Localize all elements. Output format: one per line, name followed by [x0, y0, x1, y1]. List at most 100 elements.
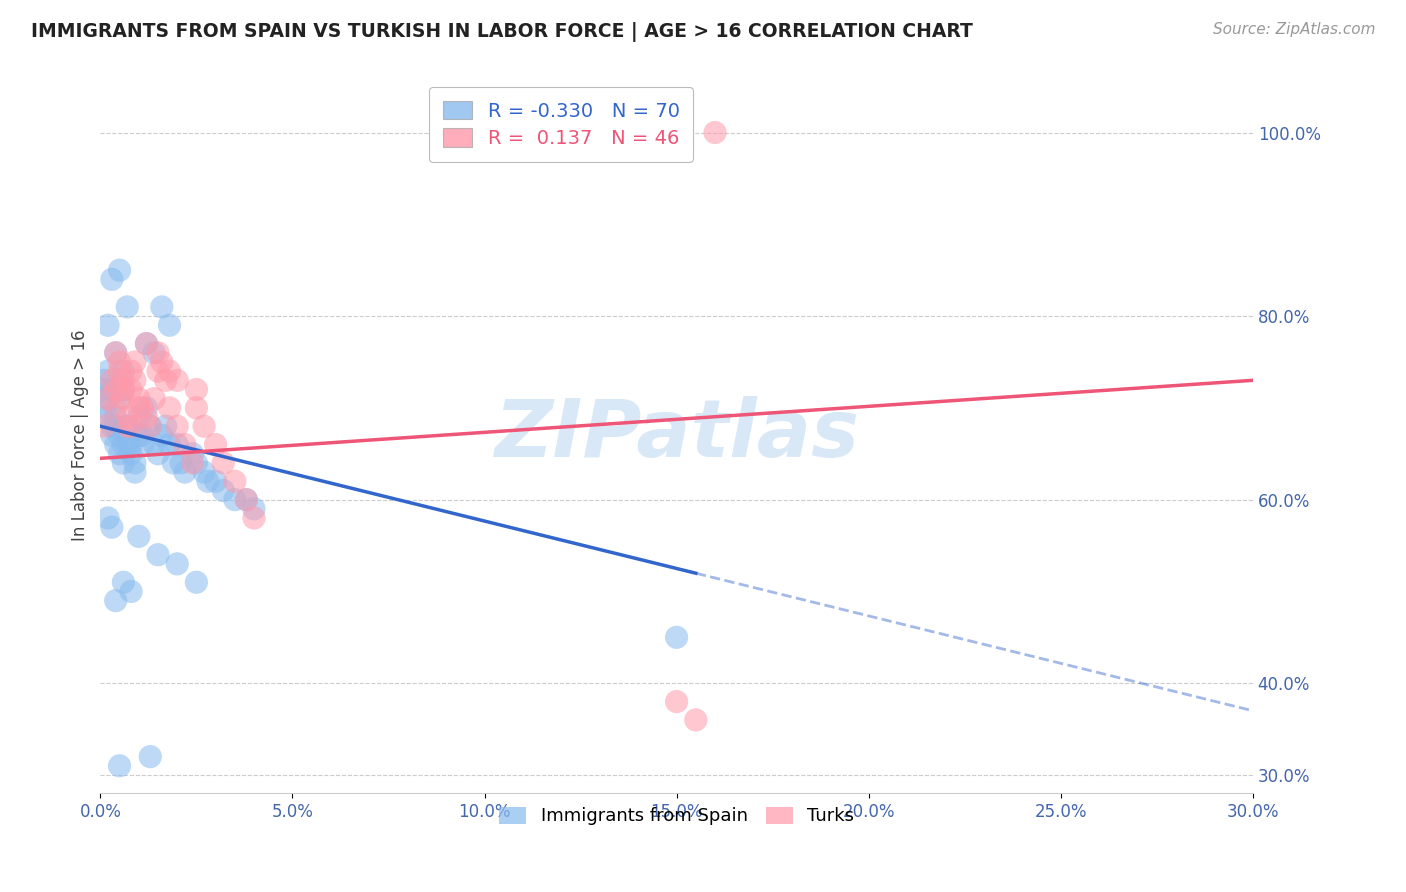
Point [170, 456, 193, 470]
Text: Source: ZipAtlas.com: Source: ZipAtlas.com [1212, 22, 1375, 37]
Point [224, 475, 246, 489]
Point [143, 437, 166, 451]
Point [124, 355, 146, 369]
Point [112, 364, 135, 378]
Point [159, 437, 181, 451]
Point [97, 364, 120, 378]
Point [166, 419, 188, 434]
Point [104, 346, 127, 360]
Point [108, 392, 131, 406]
Point [139, 419, 162, 434]
Point [181, 456, 204, 470]
Point [120, 584, 142, 599]
Point [93, 401, 115, 415]
Point [108, 759, 131, 773]
Point [120, 419, 142, 434]
Point [665, 630, 688, 644]
Point [128, 529, 150, 543]
Legend: Immigrants from Spain, Turks: Immigrants from Spain, Turks [491, 797, 863, 834]
Point [173, 465, 195, 479]
Point [115, 300, 138, 314]
Point [115, 410, 138, 425]
Point [97, 392, 120, 406]
Point [104, 401, 127, 415]
Point [101, 419, 124, 434]
Point [112, 383, 135, 397]
Point [97, 511, 120, 525]
Point [155, 419, 177, 434]
Point [193, 465, 215, 479]
Point [128, 428, 150, 442]
Point [166, 557, 188, 571]
Point [104, 437, 127, 451]
Point [665, 695, 688, 709]
Point [120, 383, 142, 397]
Point [159, 318, 181, 333]
Point [128, 392, 150, 406]
Point [166, 437, 188, 451]
Point [212, 483, 235, 498]
Point [146, 447, 169, 461]
Point [93, 383, 115, 397]
Point [243, 501, 266, 516]
Point [166, 373, 188, 387]
Point [204, 475, 226, 489]
Point [124, 373, 146, 387]
Point [235, 492, 257, 507]
Point [131, 437, 153, 451]
Point [224, 492, 246, 507]
Point [93, 373, 115, 387]
Point [108, 447, 131, 461]
Point [143, 392, 166, 406]
Point [150, 355, 173, 369]
Point [112, 392, 135, 406]
Point [115, 419, 138, 434]
Point [146, 364, 169, 378]
Point [124, 456, 146, 470]
Point [135, 336, 157, 351]
Point [162, 456, 184, 470]
Point [104, 383, 127, 397]
Point [104, 346, 127, 360]
Point [159, 364, 181, 378]
Point [97, 318, 120, 333]
Point [186, 575, 208, 590]
Point [101, 272, 124, 286]
Point [685, 713, 707, 727]
Point [97, 410, 120, 425]
Point [155, 373, 177, 387]
Point [101, 383, 124, 397]
Point [186, 383, 208, 397]
Point [120, 437, 142, 451]
Point [124, 465, 146, 479]
Point [193, 419, 215, 434]
Point [104, 419, 127, 434]
Point [131, 428, 153, 442]
Point [186, 456, 208, 470]
Point [159, 401, 181, 415]
Point [101, 428, 124, 442]
Point [128, 401, 150, 415]
Y-axis label: In Labor Force | Age > 16: In Labor Force | Age > 16 [72, 330, 89, 541]
Point [135, 401, 157, 415]
Point [115, 419, 138, 434]
Point [235, 492, 257, 507]
Point [120, 447, 142, 461]
Point [104, 410, 127, 425]
Point [186, 401, 208, 415]
Point [135, 336, 157, 351]
Point [108, 355, 131, 369]
Point [181, 447, 204, 461]
Point [97, 392, 120, 406]
Point [243, 511, 266, 525]
Point [197, 475, 219, 489]
Point [173, 437, 195, 451]
Point [143, 346, 166, 360]
Point [128, 410, 150, 425]
Point [115, 437, 138, 451]
Point [150, 428, 173, 442]
Point [150, 300, 173, 314]
Point [104, 593, 127, 607]
Point [112, 456, 135, 470]
Point [112, 383, 135, 397]
